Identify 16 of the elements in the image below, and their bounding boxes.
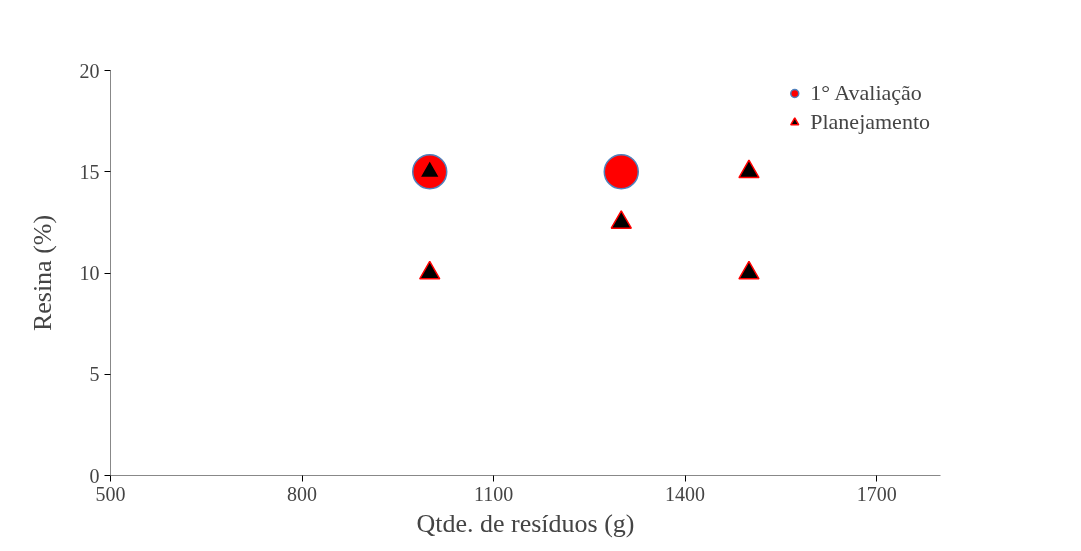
point (418, 260, 441, 280)
point (738, 260, 760, 280)
y-axis-title: Resina (%) (27, 214, 57, 332)
point (610, 210, 633, 229)
y-tick-label: 20 (79, 59, 100, 82)
x-tick-label: 1100 (473, 482, 514, 505)
x-tick-label: 1400 (665, 482, 706, 505)
x-tick-label: 800 (287, 482, 318, 505)
y-tick-label: 15 (79, 160, 100, 183)
legend-label: Planejamento (810, 109, 930, 135)
x-tick-label: 1700 (856, 482, 897, 505)
x-axis-title: Qtde. de resíduos (g) (416, 508, 635, 538)
point (738, 159, 760, 179)
legend-label: 1° Avaliação (810, 80, 922, 106)
y-tick-label: 10 (79, 262, 100, 284)
y-tick-label: 5 (89, 363, 100, 386)
